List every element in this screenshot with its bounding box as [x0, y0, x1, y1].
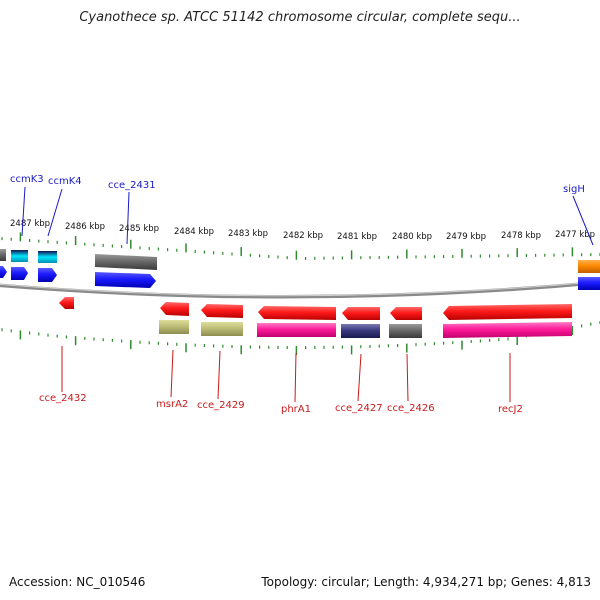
chromosome-backbone [0, 280, 600, 299]
gene-arrow-ccmk3[interactable] [11, 267, 28, 280]
scale-label: 2477 kbp [555, 230, 595, 240]
map-title: Cyanothece sp. ATCC 51142 chromosome cir… [79, 10, 521, 25]
cds-bar-cce2429[interactable] [201, 322, 243, 336]
gene-arrow-ccmk3-top[interactable] [11, 250, 28, 262]
gene-label-msra2[interactable]: msrA2 [156, 399, 188, 410]
genome-summary-text: Topology: circular; Length: 4,934,271 bp… [261, 575, 591, 589]
gene-arrow-msra2[interactable] [160, 302, 189, 316]
gene-arrow-cce2431[interactable] [95, 272, 156, 288]
gene-arrow-fwd-a[interactable] [0, 249, 6, 261]
gene-arrow-recj2[interactable] [443, 304, 572, 320]
scale-label: 2481 kbp [337, 232, 377, 242]
scale-label: 2479 kbp [446, 232, 486, 242]
gene-arrow-cce2427[interactable] [342, 307, 380, 320]
scale-label: 2482 kbp [283, 231, 323, 241]
gene-label-cce2427[interactable]: cce_2427 [335, 403, 383, 414]
cds-bar-cce2427[interactable] [341, 324, 380, 338]
reverse-gene-features [59, 297, 572, 338]
scale-label: 2485 kbp [119, 224, 159, 234]
scale-labels: 2487 kbp 2486 kbp 2485 kbp 2484 kbp 2483 kbp… [10, 219, 595, 242]
gene-arrow-phra1[interactable] [258, 306, 336, 320]
gene-label-ccmk4[interactable]: ccmK4 [48, 176, 82, 187]
gene-arrow-cce2431-top[interactable] [95, 254, 157, 270]
gene-arrow-cce2426[interactable] [390, 307, 422, 320]
gene-label-cce2429[interactable]: cce_2429 [197, 400, 245, 411]
accession-text: Accession: NC_010546 [9, 575, 146, 589]
gene-label-ccmk3[interactable]: ccmK3 [10, 174, 44, 185]
reverse-label-leaders [61, 346, 511, 403]
cds-bar-msra2[interactable] [159, 320, 189, 334]
forward-gene-labels: ccmK3 ccmK4 cce_2431 sigH [10, 174, 585, 195]
scale-label: 2483 kbp [228, 229, 268, 239]
reverse-gene-labels: cce_2432 msrA2 cce_2429 phrA1 cce_2427 c… [39, 393, 523, 415]
gene-arrow-cce2432[interactable] [59, 297, 74, 309]
scale-label: 2480 kbp [392, 232, 432, 242]
scale-label: 2487 kbp [10, 219, 50, 229]
gene-label-cce2431[interactable]: cce_2431 [108, 180, 156, 191]
outer-tick-ring [1, 232, 600, 260]
gene-arrow-fwd-b[interactable] [0, 266, 7, 278]
gene-label-cce2426[interactable]: cce_2426 [387, 403, 435, 414]
gene-arrow-cce2429[interactable] [201, 304, 243, 318]
gene-label-recj2[interactable]: recJ2 [498, 404, 523, 415]
gene-arrow-ccmk4[interactable] [38, 268, 57, 282]
gene-arrow-sigh[interactable] [578, 277, 600, 290]
forward-label-leaders [21, 186, 594, 246]
gene-label-cce2432[interactable]: cce_2432 [39, 393, 87, 404]
inner-tick-ring [1, 321, 600, 355]
gene-label-phra1[interactable]: phrA1 [281, 404, 311, 415]
forward-gene-features [0, 249, 600, 290]
scale-label: 2478 kbp [501, 231, 541, 241]
gene-label-sigh[interactable]: sigH [563, 184, 585, 195]
gene-arrow-ccmk4-top[interactable] [38, 251, 57, 263]
gene-arrow-sigh-top[interactable] [578, 260, 600, 273]
scale-label: 2486 kbp [65, 222, 105, 232]
scale-label: 2484 kbp [174, 227, 214, 237]
cds-bar-cce2426[interactable] [389, 324, 422, 338]
cds-bar-phra1[interactable] [257, 323, 336, 337]
cds-bar-recj2[interactable] [443, 322, 572, 338]
